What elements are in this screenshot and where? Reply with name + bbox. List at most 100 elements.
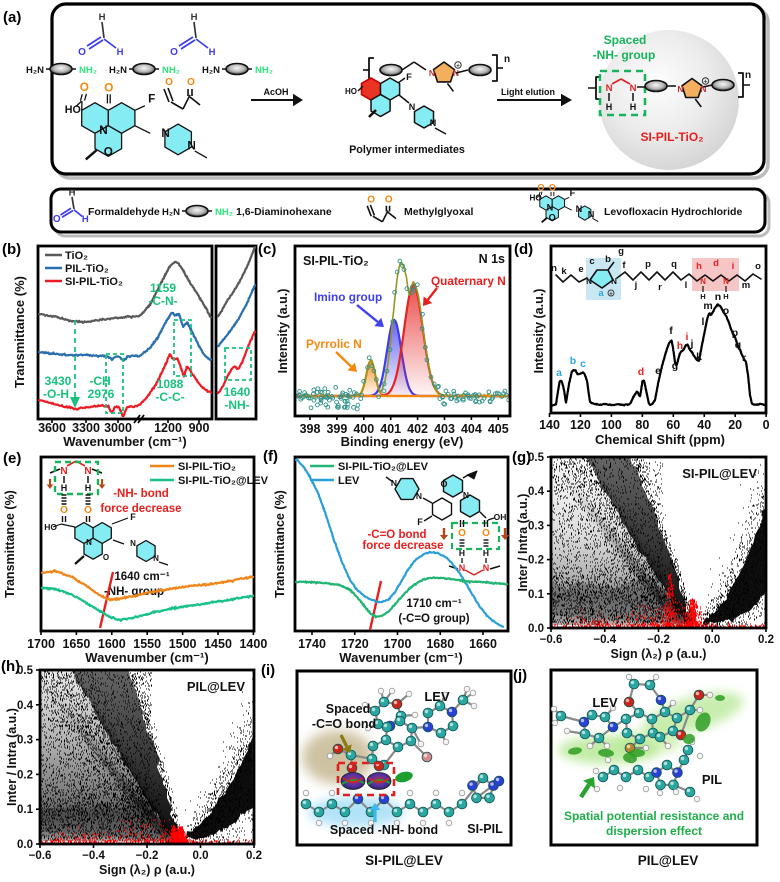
svg-text:1088: 1088 [157, 377, 184, 391]
svg-text:g: g [672, 360, 678, 372]
svg-text:Sign (λ₂) ρ (a.u.): Sign (λ₂) ρ (a.u.) [611, 647, 707, 661]
svg-text:o: o [723, 305, 729, 317]
svg-text:80: 80 [635, 418, 649, 432]
svg-text:1400: 1400 [239, 637, 267, 651]
svg-text:O: O [104, 146, 113, 159]
svg-text:Formaldehyde: Formaldehyde [88, 206, 160, 218]
svg-text:e: e [655, 365, 661, 377]
svg-text:H: H [723, 292, 728, 301]
svg-text:0.0: 0.0 [528, 623, 544, 635]
svg-text:NH₂: NH₂ [162, 65, 180, 76]
svg-text:q: q [735, 339, 741, 351]
svg-text:PIL@LEV: PIL@LEV [187, 679, 246, 694]
svg-text:d: d [713, 258, 719, 269]
svg-text:PIL@LEV: PIL@LEV [638, 853, 698, 868]
svg-text:0: 0 [763, 418, 770, 432]
svg-text:HO: HO [345, 87, 357, 96]
svg-text:Pyrrolic N: Pyrrolic N [306, 337, 362, 351]
svg-text:2976: 2976 [88, 387, 115, 401]
svg-text:3430: 3430 [45, 374, 72, 388]
svg-text:−0.6: −0.6 [29, 850, 52, 862]
svg-text:-O-H: -O-H [43, 387, 69, 401]
svg-text:F: F [417, 517, 423, 527]
svg-text:p: p [732, 327, 738, 339]
svg-text:+: + [704, 78, 708, 85]
svg-text:0.0: 0.0 [704, 634, 720, 646]
svg-text:N: N [130, 539, 136, 548]
svg-text:o: o [755, 261, 761, 272]
svg-text:-C-N-: -C-N- [148, 294, 177, 308]
svg-text:PIL: PIL [702, 772, 722, 787]
svg-text:N: N [611, 277, 617, 286]
svg-text:-NH-: -NH- [224, 398, 249, 412]
svg-text:k: k [696, 351, 702, 363]
svg-text:Methylglyoxal: Methylglyoxal [404, 206, 474, 218]
svg-text:O: O [440, 479, 447, 489]
svg-text:F: F [148, 93, 155, 106]
svg-text:H: H [630, 102, 637, 112]
svg-text:(h): (h) [1, 658, 20, 675]
svg-text:AcOH: AcOH [263, 87, 288, 97]
svg-text:N: N [588, 210, 595, 220]
svg-text:0.0: 0.0 [193, 850, 209, 862]
svg-text:SI-PIL@LEV: SI-PIL@LEV [365, 853, 443, 868]
svg-text:PIL-TiO₂: PIL-TiO₂ [65, 263, 109, 275]
svg-text:Wavenumber (cm⁻¹): Wavenumber (cm⁻¹) [63, 434, 186, 449]
svg-text:1740: 1740 [298, 637, 326, 651]
svg-text:O: O [549, 213, 556, 223]
svg-text:Intensity (a.u.): Intensity (a.u.) [276, 289, 290, 374]
svg-text:O: O [165, 77, 173, 88]
svg-text:−0.2: −0.2 [136, 850, 159, 862]
svg-text:O: O [60, 505, 68, 516]
svg-text:r: r [658, 282, 662, 293]
svg-text:0.4: 0.4 [17, 700, 34, 712]
svg-text:O: O [458, 528, 466, 539]
svg-text:120: 120 [570, 418, 591, 432]
svg-text:SI-PIL-TiO₂@LEV: SI-PIL-TiO₂@LEV [338, 461, 429, 473]
svg-text:60: 60 [666, 418, 680, 432]
svg-text:(d): (d) [514, 241, 533, 258]
svg-text:0.3: 0.3 [17, 735, 33, 747]
svg-text:H: H [99, 12, 106, 23]
svg-text:-NH- bond: -NH- bond [113, 488, 169, 500]
svg-text:Spaced: Spaced [604, 33, 647, 47]
svg-text:398: 398 [300, 422, 321, 436]
svg-text:Wavenumber (cm⁻¹): Wavenumber (cm⁻¹) [339, 650, 462, 665]
svg-text:3000: 3000 [104, 421, 132, 435]
svg-text:H: H [85, 483, 92, 493]
svg-text:(-C=O group): (-C=O group) [398, 613, 469, 625]
svg-text:3300: 3300 [72, 421, 100, 435]
svg-text:O: O [537, 182, 544, 192]
svg-text:N: N [416, 491, 422, 501]
svg-text:N: N [606, 83, 613, 94]
svg-text:H: H [191, 12, 198, 23]
svg-text:b: b [605, 254, 611, 265]
svg-text:m: m [742, 280, 750, 291]
svg-text:N: N [60, 466, 67, 477]
svg-text:N: N [84, 466, 91, 477]
svg-text:(j): (j) [513, 667, 527, 684]
svg-text:F: F [130, 512, 136, 522]
svg-text:Intensity (a.u.): Intensity (a.u.) [532, 289, 546, 374]
svg-text:N: N [700, 84, 706, 94]
svg-text:400: 400 [353, 422, 374, 436]
svg-text:force decrease: force decrease [100, 503, 181, 515]
svg-text:e: e [578, 264, 583, 275]
svg-text:(b): (b) [2, 241, 21, 258]
svg-text:Inter / Intra (a.u.): Inter / Intra (a.u.) [5, 708, 19, 806]
svg-text:H: H [69, 188, 76, 199]
svg-text:SI-PIL-TiO₂: SI-PIL-TiO₂ [640, 130, 703, 144]
svg-text:Transmittance (%): Transmittance (%) [3, 490, 17, 598]
svg-text:O: O [187, 77, 195, 88]
svg-text:403: 403 [434, 422, 455, 436]
svg-text:Sign (λ₂) ρ (a.u.): Sign (λ₂) ρ (a.u.) [99, 863, 195, 877]
svg-text:O: O [84, 505, 92, 516]
svg-text:N: N [430, 118, 437, 128]
svg-text:N: N [547, 203, 554, 213]
svg-text:−0.4: −0.4 [593, 634, 616, 646]
svg-text:0.5: 0.5 [17, 665, 34, 677]
svg-text:H: H [700, 292, 705, 301]
svg-text:HO: HO [44, 522, 57, 532]
svg-text:0.5: 0.5 [528, 452, 545, 464]
svg-text:402: 402 [407, 422, 428, 436]
